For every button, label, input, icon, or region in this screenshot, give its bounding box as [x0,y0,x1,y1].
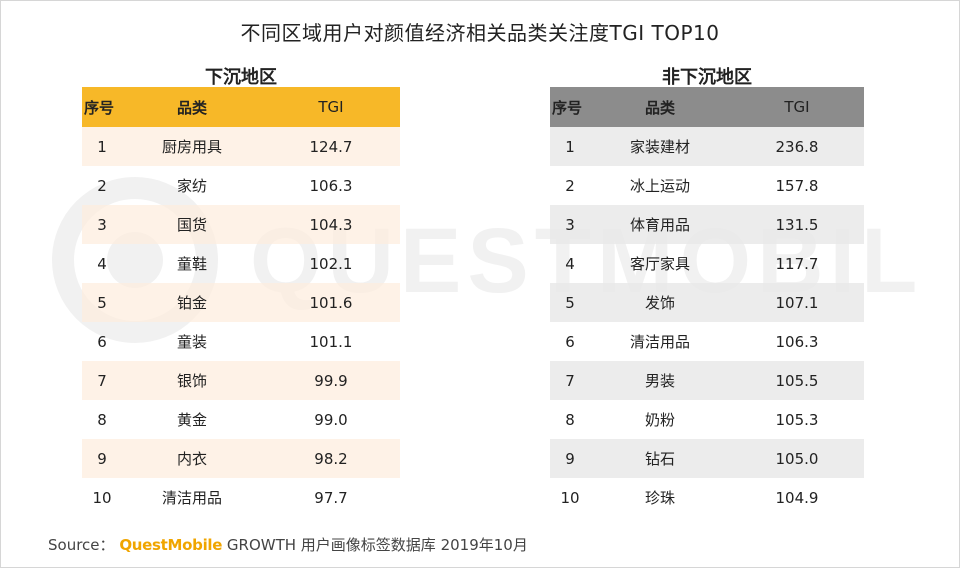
rank-cell: 6 [565,332,575,351]
table-row: 1 家装建材 236.8 [550,127,864,166]
table-row: 2 家纺 106.3 [82,166,400,205]
tgi-cell: 107.1 [730,283,864,322]
tgi-cell: 105.5 [730,361,864,400]
table-row: 5 发饰 107.1 [550,283,864,322]
tgi-cell: 124.7 [262,127,400,166]
tgi-cell: 157.8 [775,176,819,195]
tgi-cell: 101.1 [309,332,353,351]
category-cell: 内衣 [122,439,262,478]
table-row: 1 厨房用具 124.7 [82,127,400,166]
tgi-cell: 105.0 [730,439,864,478]
category-cell: 体育用品 [590,205,730,244]
category-cell: 黄金 [176,411,207,429]
category-cell: 银饰 [122,361,262,400]
right-tgi-table: 序号 品类 TGI 1 家装建材 236.8 2 冰上运动 157.8 3 体育用品 131.5… [550,87,864,517]
rank-cell: 3 [550,205,590,244]
category-cell: 铂金 [122,283,262,322]
table-row: 9 钻石 105.0 [550,439,864,478]
tgi-cell: 131.5 [730,205,864,244]
table-row: 3 国货 104.3 [82,205,400,244]
left-tgi-table: 序号 品类 TGI 1 厨房用具 124.7 2 家纺 106.3 3 国货 104.3 4 童鞋 1… [82,87,400,517]
header-category: 品类 [590,87,730,127]
category-cell: 珍珠 [644,489,675,507]
category-cell: 清洁用品 [161,489,222,507]
table-row: 2 冰上运动 157.8 [550,166,864,205]
category-cell: 童鞋 [176,255,207,273]
category-cell: 奶粉 [644,411,675,429]
tgi-cell: 106.3 [309,176,353,195]
table-row: 5 铂金 101.6 [82,283,400,322]
category-cell: 童装 [176,333,207,351]
rank-cell: 2 [565,176,575,195]
table-row: 7 银饰 99.9 [82,361,400,400]
rank-cell: 5 [550,283,590,322]
rank-cell: 7 [550,361,590,400]
rank-cell: 8 [97,410,107,429]
rank-cell: 5 [82,283,122,322]
tgi-cell: 99.9 [262,361,400,400]
rank-cell: 10 [560,488,580,507]
tgi-cell: 104.9 [775,488,819,507]
tgi-cell: 98.2 [262,439,400,478]
table-row: 4 客厅家具 117.7 [550,244,864,283]
table-row: 10 珍珠 104.9 [550,478,864,517]
rank-cell: 7 [82,361,122,400]
category-cell: 发饰 [590,283,730,322]
source-text: GROWTH 用户画像标签数据库 2019年10月 [222,536,528,554]
header-tgi: TGI [262,87,400,127]
header-rank: 序号 [82,87,122,127]
category-cell: 国货 [122,205,262,244]
tgi-cell: 117.7 [775,254,819,273]
tgi-cell: 97.7 [314,488,348,507]
category-cell: 冰上运动 [629,177,690,195]
rank-cell: 10 [92,488,112,507]
category-cell: 家纺 [176,177,207,195]
header-category: 品类 [122,87,262,127]
tgi-cell: 104.3 [262,205,400,244]
source-prefix: Source： [48,536,115,554]
table-row: 3 体育用品 131.5 [550,205,864,244]
table-header-row: 序号 品类 TGI [550,87,864,127]
table-header-row: 序号 品类 TGI [82,87,400,127]
source-note: Source： QuestMobile GROWTH 用户画像标签数据库 201… [48,534,528,555]
rank-cell: 4 [97,254,107,273]
rank-cell: 2 [97,176,107,195]
category-cell: 男装 [590,361,730,400]
category-cell: 客厅家具 [629,255,690,273]
table-row: 6 清洁用品 106.3 [550,322,864,361]
table-row: 10 清洁用品 97.7 [82,478,400,517]
tgi-cell: 101.6 [262,283,400,322]
rank-cell: 3 [82,205,122,244]
tgi-cell: 99.0 [314,410,348,429]
rank-cell: 9 [82,439,122,478]
category-cell: 清洁用品 [629,333,690,351]
table-row: 6 童装 101.1 [82,322,400,361]
table-row: 8 黄金 99.0 [82,400,400,439]
rank-cell: 9 [550,439,590,478]
left-panel-title: 下沉地区 [205,67,277,88]
chart-title: 不同区域用户对颜值经济相关品类关注度TGI TOP10 [240,21,720,45]
rank-cell: 1 [550,127,590,166]
rank-cell: 8 [565,410,575,429]
table-row: 9 内衣 98.2 [82,439,400,478]
brand-name: QuestMobile [119,536,223,554]
category-cell: 家装建材 [590,127,730,166]
rank-cell: 1 [82,127,122,166]
table-row: 7 男装 105.5 [550,361,864,400]
tgi-cell: 102.1 [309,254,353,273]
rank-cell: 4 [565,254,575,273]
header-rank: 序号 [550,87,590,127]
tgi-cell: 106.3 [775,332,819,351]
category-cell: 钻石 [590,439,730,478]
tgi-cell: 236.8 [730,127,864,166]
table-row: 8 奶粉 105.3 [550,400,864,439]
tgi-cell: 105.3 [775,410,819,429]
rank-cell: 6 [97,332,107,351]
right-panel-title: 非下沉地区 [662,67,752,88]
header-tgi: TGI [730,87,864,127]
table-row: 4 童鞋 102.1 [82,244,400,283]
category-cell: 厨房用具 [122,127,262,166]
